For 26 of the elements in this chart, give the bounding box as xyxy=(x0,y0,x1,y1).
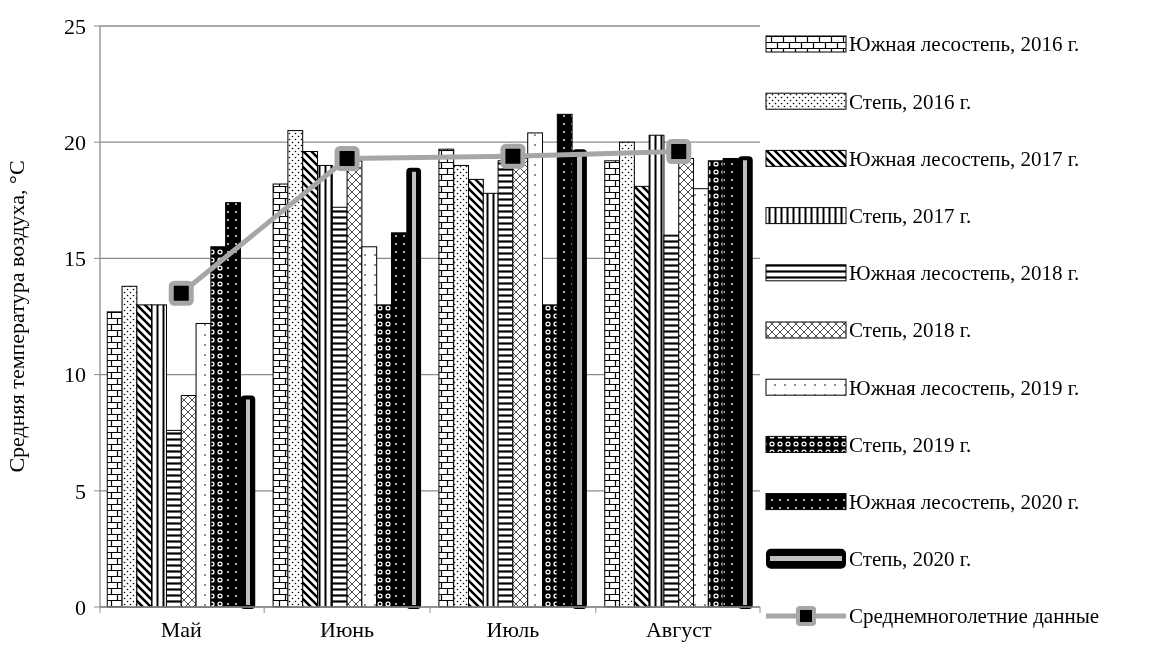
y-tick-label: 20 xyxy=(64,129,86,155)
y-tick-label: 25 xyxy=(64,13,86,39)
point xyxy=(334,145,360,171)
legend-label: Южная лесостепь, 2019 г. xyxy=(849,375,1080,400)
point xyxy=(500,143,526,169)
legend-label: Степь, 2018 г. xyxy=(849,318,972,343)
point xyxy=(168,280,194,306)
point xyxy=(666,139,692,164)
legend-label: Южная лесостепь, 2020 г. xyxy=(849,489,1080,514)
legend-label: Степь, 2017 г. xyxy=(849,203,972,228)
x-tick-label: Август xyxy=(645,617,712,642)
legend-label: Южная лесостепь, 2016 г. xyxy=(849,32,1080,57)
y-tick-label: 0 xyxy=(75,594,86,620)
legend-label: Степь, 2019 г. xyxy=(849,432,972,457)
x-tick-label: Май xyxy=(160,617,203,642)
legend-label: Южная лесостепь, 2017 г. xyxy=(849,146,1080,171)
x-tick-label: Июль xyxy=(486,617,540,642)
y-tick-label: 15 xyxy=(64,246,86,272)
legend-label: Степь, 2020 г. xyxy=(849,547,972,572)
legend-label: Южная лесостепь, 2018 г. xyxy=(849,261,1080,286)
legend-label: Степь, 2016 г. xyxy=(849,89,972,114)
x-tick-label: Июнь xyxy=(320,617,375,642)
y-axis-title: Средняя температура воздуха, °С xyxy=(4,160,29,473)
legend-label: Среднемноголетние данные xyxy=(849,604,1100,629)
y-tick-label: 10 xyxy=(64,362,86,388)
y-tick-label: 5 xyxy=(75,478,86,504)
